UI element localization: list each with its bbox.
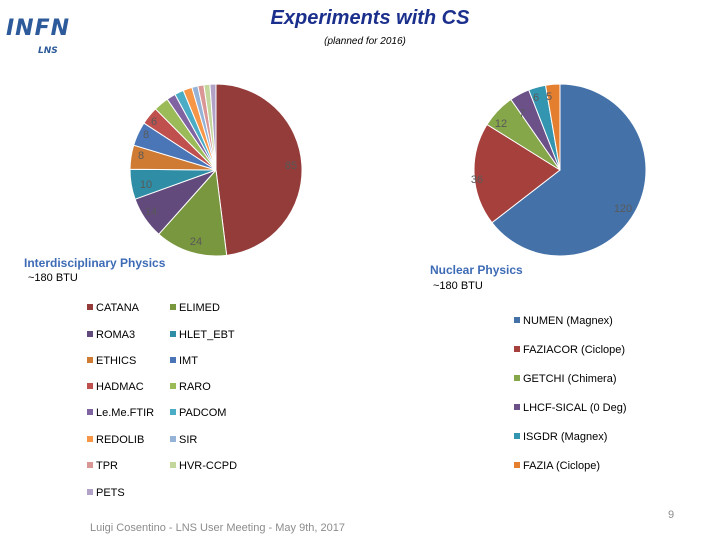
legend-item: Le.Me.FTIR <box>87 407 154 419</box>
data-label: 14 <box>145 206 157 218</box>
legend-swatch <box>514 346 520 352</box>
legend-swatch <box>170 357 176 363</box>
legend-swatch <box>87 436 93 442</box>
legend-label: HADMAC <box>96 381 144 393</box>
legend-label: GETCHI (Chimera) <box>523 373 617 385</box>
legend-label: ETHICS <box>96 355 137 367</box>
legend-item: HADMAC <box>87 381 144 393</box>
legend-swatch <box>514 433 520 439</box>
logo-sub-text: LNS <box>38 46 58 56</box>
legend-swatch <box>170 304 176 310</box>
legend-item: SIR <box>170 434 197 446</box>
legend-swatch <box>170 409 176 415</box>
slide-title: Experiments with CS <box>270 7 470 29</box>
pie-nuclear-subtitle: ~180 BTU <box>433 280 483 292</box>
legend-item: HLET_EBT <box>170 329 235 341</box>
legend-item: FAZIA (Ciclope) <box>514 460 600 472</box>
legend-item: IMT <box>170 355 198 367</box>
legend-label: REDOLIB <box>96 434 145 446</box>
pie-nuclear: 120 36 12 76 5 <box>471 83 647 257</box>
legend-label: LHCF-SICAL (0 Deg) <box>523 402 627 414</box>
legend-label: SIR <box>179 434 198 446</box>
legend-item: CATANA <box>87 302 139 314</box>
legend-swatch <box>514 317 520 323</box>
data-label: 85 <box>285 160 297 172</box>
data-label: 5 <box>546 91 552 103</box>
legend-swatch <box>87 409 93 415</box>
legend-item: NUMEN (Magnex) <box>514 315 613 327</box>
legend-item: PETS <box>87 487 125 499</box>
pie-slice-catana <box>215 83 303 256</box>
legend-item: TPR <box>87 460 118 472</box>
legend-item: ETHICS <box>87 355 136 367</box>
legend-label: CATANA <box>96 302 139 314</box>
legend-item: PADCOM <box>170 407 226 419</box>
pie-interdisciplinary-subtitle: ~180 BTU <box>28 272 78 284</box>
data-label: 6 <box>533 92 539 104</box>
legend-item: FAZIACOR (Ciclope) <box>514 344 625 356</box>
legend-item: RARO <box>170 381 211 393</box>
pie-slice-fazia-ciclope <box>544 83 561 171</box>
pie-slice-elimed <box>158 168 228 257</box>
legend-label: PADCOM <box>179 407 227 419</box>
legend-label: ELIMED <box>179 302 220 314</box>
legend-label: HLET_EBT <box>179 329 235 341</box>
pie-slice-numen-magnex <box>491 83 647 257</box>
legend-item: HVR-CCPD <box>170 460 237 472</box>
legend-swatch <box>87 489 93 495</box>
legend-label: FAZIACOR (Ciclope) <box>523 344 626 356</box>
legend-swatch <box>170 331 176 337</box>
data-label: 7 <box>519 108 525 120</box>
legend-swatch <box>514 404 520 410</box>
legend-swatch <box>87 331 93 337</box>
legend-label: TPR <box>96 460 118 472</box>
pie-slice-faziacor-ciclope <box>473 123 561 224</box>
legend-label: NUMEN (Magnex) <box>523 315 613 327</box>
legend-swatch <box>514 462 520 468</box>
legend-item: ELIMED <box>170 302 220 314</box>
legend-swatch <box>514 375 520 381</box>
legend-label: IMT <box>179 355 198 367</box>
legend-label: FAZIA (Ciclope) <box>523 460 601 472</box>
page-number: 9 <box>668 509 675 521</box>
legend-swatch <box>87 304 93 310</box>
legend-swatch <box>87 357 93 363</box>
logo-main-text: INFN <box>6 16 71 41</box>
footer-text: Luigi Cosentino - LNS User Meeting - May… <box>90 522 345 534</box>
data-label: 24 <box>190 236 202 248</box>
legend-label: PETS <box>96 487 125 499</box>
legend-label: ROMA3 <box>96 329 136 341</box>
legend-label: HVR-CCPD <box>179 460 238 472</box>
legend-item: REDOLIB <box>87 434 144 446</box>
data-label: 6 <box>151 116 157 128</box>
pie-nuclear-title: Nuclear Physics <box>430 263 523 277</box>
data-label: 8 <box>138 150 144 162</box>
legend-label: Le.Me.FTIR <box>96 407 155 419</box>
legend-swatch <box>87 383 93 389</box>
data-label: 120 <box>614 203 632 215</box>
data-label: 8 <box>143 129 149 141</box>
legend-swatch <box>170 383 176 389</box>
slide-subtitle: (planned for 2016) <box>324 36 406 47</box>
infn-logo: INFN LNS <box>6 16 76 66</box>
legend-label: ISGDR (Magnex) <box>523 431 608 443</box>
pie-interdisciplinary-title: Interdisciplinary Physics <box>24 256 166 270</box>
legend-label: RARO <box>179 381 211 393</box>
data-label: 12 <box>495 118 507 130</box>
legend-item: ROMA3 <box>87 329 135 341</box>
legend-swatch <box>87 462 93 468</box>
data-label: 10 <box>140 179 152 191</box>
legend-item: LHCF-SICAL (0 Deg) <box>514 402 627 414</box>
data-label: 36 <box>471 174 483 186</box>
legend-item: GETCHI (Chimera) <box>514 373 617 385</box>
legend-swatch <box>170 462 176 468</box>
legend-swatch <box>170 436 176 442</box>
legend-item: ISGDR (Magnex) <box>514 431 607 443</box>
pie-slice-pets <box>209 83 217 171</box>
